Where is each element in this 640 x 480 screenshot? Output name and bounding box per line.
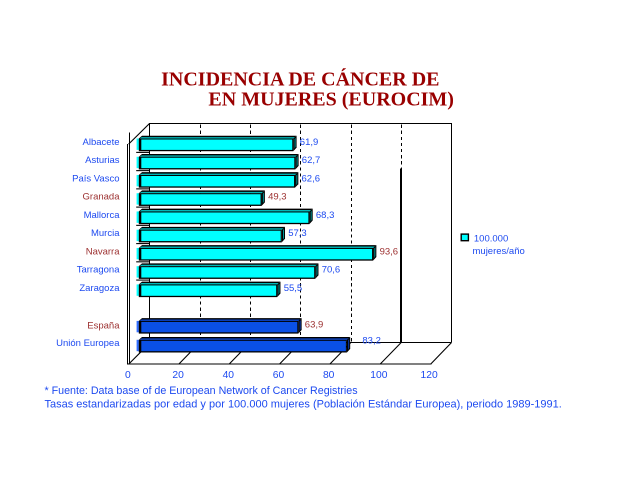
svg-text:49,3: 49,3 (268, 192, 287, 203)
svg-text:Granada: Granada (83, 192, 121, 203)
svg-text:80: 80 (323, 370, 335, 381)
svg-text:Unión Europea: Unión Europea (56, 338, 120, 349)
svg-text:0: 0 (125, 370, 131, 381)
svg-text:Tasas estandarizadas por edad: Tasas estandarizadas por edad y por 100.… (45, 399, 562, 411)
svg-text:Zaragoza: Zaragoza (79, 283, 120, 294)
svg-text:83,2: 83,2 (362, 336, 381, 347)
svg-text:Asturias: Asturias (85, 155, 120, 166)
svg-text:62,6: 62,6 (302, 173, 321, 184)
svg-text:120: 120 (421, 370, 438, 381)
svg-text:68,3: 68,3 (316, 210, 335, 221)
svg-text:55,5: 55,5 (284, 283, 303, 294)
svg-text:España: España (87, 320, 120, 331)
svg-text:Tarragona: Tarragona (77, 265, 120, 276)
svg-text:61,9: 61,9 (300, 137, 319, 148)
svg-text:100.000: 100.000 (474, 233, 508, 244)
svg-text:40: 40 (223, 370, 235, 381)
svg-text:63,9: 63,9 (305, 319, 324, 330)
svg-text:93,6: 93,6 (380, 246, 399, 257)
svg-text:Murcia: Murcia (91, 228, 120, 239)
svg-text:100: 100 (370, 370, 387, 381)
svg-text:60: 60 (273, 370, 285, 381)
svg-text:* Fuente: Data base of de Euro: * Fuente: Data base of de European Netwo… (45, 385, 358, 397)
svg-text:Navarra: Navarra (86, 246, 121, 257)
svg-text:20: 20 (172, 370, 184, 381)
svg-text:Mallorca: Mallorca (84, 210, 121, 221)
svg-text:País Vasco: País Vasco (72, 173, 119, 184)
svg-text:mujeres/año: mujeres/año (473, 246, 525, 257)
svg-text:70,6: 70,6 (322, 265, 341, 276)
svg-text:EN MUJERES (EUROCIM): EN MUJERES (EUROCIM) (208, 89, 454, 111)
svg-text:57,3: 57,3 (288, 228, 307, 239)
svg-text:INCIDENCIA DE CÁNCER DE: INCIDENCIA DE CÁNCER DE (161, 68, 439, 91)
svg-text:Albacete: Albacete (83, 137, 120, 148)
svg-text:62,7: 62,7 (302, 155, 321, 166)
